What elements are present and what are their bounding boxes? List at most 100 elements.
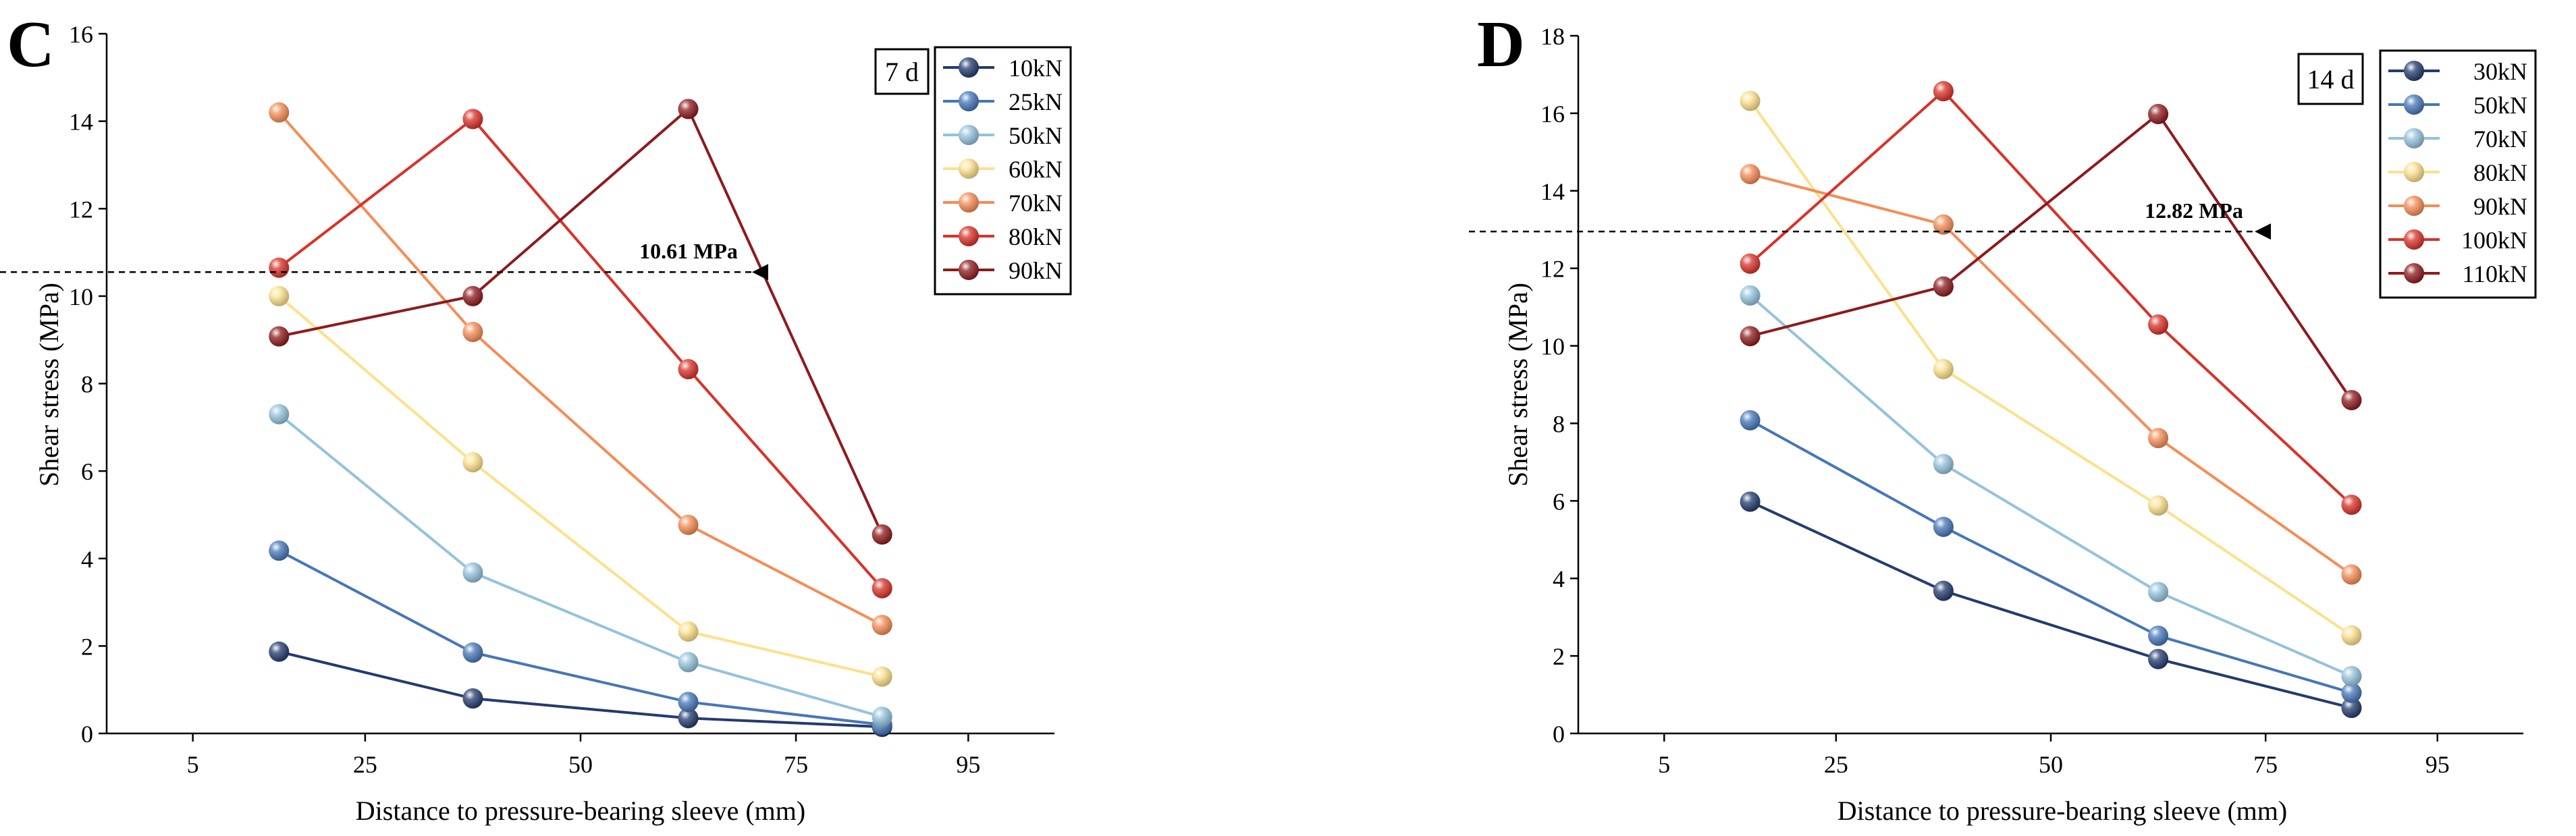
legend-marker-shine: [2404, 162, 2424, 182]
y-tick-label: 10: [69, 283, 93, 310]
data-point-shine: [678, 514, 699, 535]
legend-box: [934, 46, 1072, 296]
chart-panel-c: C 0 2 4 6 8 10 12 14 16 5 25 50 75 95 10.61 MPa 7 d 10…: [0, 8, 1072, 826]
x-tick-label: 75: [784, 751, 808, 778]
y-axis-label: Shear stress (MPa): [34, 283, 64, 486]
data-point-shine: [678, 708, 699, 729]
data-point-shine: [1933, 359, 1954, 380]
x-tick-label: 95: [956, 751, 980, 778]
legend-marker-shine: [959, 57, 979, 78]
data-point-shine: [462, 642, 483, 663]
data-point-shine: [1740, 285, 1761, 306]
panel-label: C: [7, 8, 55, 81]
series-line: [278, 413, 883, 719]
series-line: [278, 650, 882, 729]
data-point-shine: [462, 562, 483, 583]
data-point-shine: [2148, 428, 2169, 449]
legend-label: 10kN: [1009, 55, 1063, 82]
data-series: [269, 99, 892, 737]
series-line: [1749, 419, 2353, 694]
y-tick-label: 8: [1553, 410, 1565, 437]
x-axis-label: Distance to pressure-bearing sleeve (mm): [356, 796, 805, 826]
data-point-shine: [2148, 495, 2169, 516]
data-point-shine: [2341, 682, 2362, 703]
data-point-shine: [1933, 276, 1954, 297]
axes: 0 2 4 6 8 10 12 14 16 18 5 25 50 75 95: [1540, 23, 2523, 778]
data-point-shine: [2148, 314, 2169, 335]
data-point-shine: [1740, 410, 1761, 430]
legend-marker-shine: [2404, 229, 2424, 250]
y-tick-label: 16: [1540, 101, 1565, 128]
x-tick-label: 95: [2425, 751, 2450, 778]
x-tick-label: 25: [1824, 751, 1848, 778]
data-point-shine: [871, 578, 892, 598]
data-point-shine: [2148, 648, 2169, 669]
series-line: [1750, 173, 2353, 576]
series-line: [277, 295, 883, 678]
y-tick-label: 6: [81, 458, 93, 485]
legend-marker-shine: [2404, 61, 2424, 81]
legend-marker-shine: [2404, 196, 2424, 216]
threshold-label: 12.82 MPa: [2145, 198, 2243, 223]
y-tick-label: 12: [1540, 256, 1565, 283]
data-point-shine: [462, 322, 483, 343]
series-line: [278, 107, 884, 535]
data-point-shine: [269, 285, 290, 306]
y-tick-label: 14: [69, 109, 93, 136]
x-tick-label: 25: [353, 751, 377, 778]
series-line: [1749, 500, 2352, 710]
x-tick-label: 75: [2253, 751, 2278, 778]
threshold-line: 12.82 MPa: [1469, 198, 2271, 240]
data-point-shine: [269, 257, 290, 278]
y-tick-label: 18: [1540, 23, 1565, 50]
legend-marker-shine: [959, 159, 979, 179]
data-point-shine: [269, 403, 290, 424]
data-point-shine: [1933, 516, 1954, 537]
data-point-shine: [2341, 389, 2362, 410]
y-tick-label: 6: [1553, 488, 1565, 515]
data-point-shine: [2148, 582, 2169, 603]
series-line: [1749, 89, 2353, 506]
data-point-shine: [2341, 495, 2362, 515]
x-tick-label: 50: [2039, 751, 2063, 778]
data-point-shine: [1740, 164, 1761, 185]
y-tick-label: 10: [1540, 333, 1565, 360]
legend-label: 50kN: [1009, 122, 1063, 149]
data-point-shine: [269, 102, 290, 123]
series-line: [278, 117, 884, 590]
legend-marker-shine: [959, 226, 979, 246]
y-tick-label: 8: [81, 371, 93, 398]
data-point-shine: [678, 99, 699, 119]
data-point-shine: [462, 109, 483, 130]
legend-title-box: [2297, 53, 2364, 105]
data-point-shine: [1933, 214, 1954, 235]
data-point-shine: [2341, 625, 2362, 646]
panel-label: D: [1477, 8, 1525, 81]
legend-marker-shine: [2404, 94, 2424, 115]
axes: 0 2 4 6 8 10 12 14 16 5 25 50 75 95: [69, 21, 1054, 778]
data-point-shine: [1740, 90, 1761, 111]
legend-label: 50kN: [2473, 92, 2527, 119]
threshold-arrow-icon: [752, 264, 768, 281]
legend-marker-shine: [2404, 128, 2424, 148]
x-tick-label: 50: [568, 751, 593, 778]
y-tick-label: 0: [81, 721, 93, 748]
legend-title: 7 d: [885, 57, 919, 87]
legend-label: 110kN: [2462, 260, 2527, 287]
series-line: [1748, 100, 2353, 637]
data-point-shine: [269, 540, 290, 561]
x-axis-label: Distance to pressure-bearing sleeve (mm): [1837, 796, 2287, 826]
y-tick-label: 16: [69, 21, 93, 48]
data-series: [1740, 81, 2362, 719]
data-point-shine: [462, 688, 483, 709]
data-point-shine: [269, 326, 290, 347]
legend-label: 100kN: [2461, 227, 2527, 254]
legend-label: 70kN: [2473, 126, 2527, 152]
legend-label: 70kN: [1009, 190, 1063, 217]
data-point-shine: [871, 706, 892, 727]
data-point-shine: [2148, 625, 2169, 646]
y-tick-label: 4: [1553, 565, 1565, 592]
y-axis-label: Shear stress (MPa): [1503, 283, 1533, 486]
y-tick-label: 0: [1553, 721, 1565, 748]
